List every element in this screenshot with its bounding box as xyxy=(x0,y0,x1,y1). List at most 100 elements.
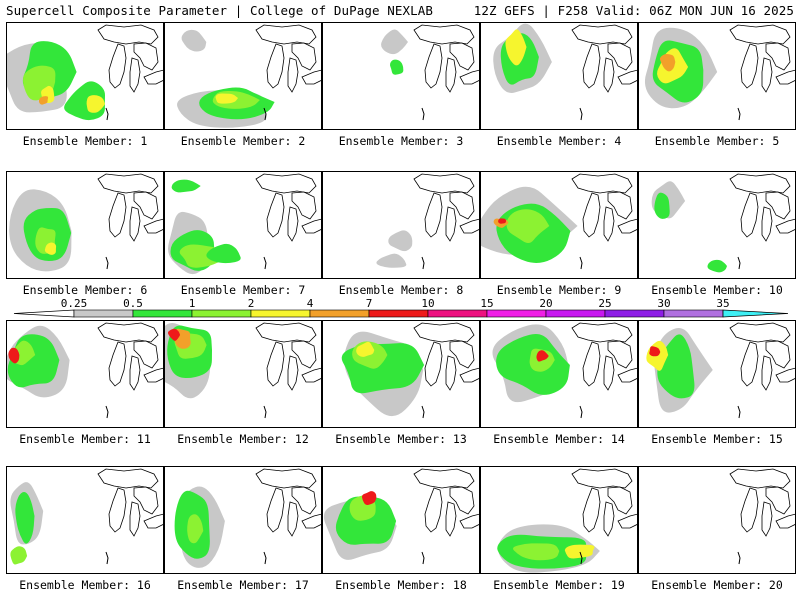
coastline-outline xyxy=(729,173,796,242)
scp-field xyxy=(492,324,570,403)
ensemble-member-map xyxy=(322,171,480,279)
ensemble-member-label: Ensemble Member: 3 xyxy=(338,134,464,148)
ensemble-member-label: Ensemble Member: 11 xyxy=(19,432,151,446)
coastline-outline xyxy=(97,24,164,93)
scp-field xyxy=(480,186,578,263)
ensemble-member-map xyxy=(638,22,796,130)
ensemble-member-map xyxy=(322,320,480,428)
ensemble-member-map xyxy=(164,171,322,279)
ensemble-member-label: Ensemble Member: 12 xyxy=(177,432,309,446)
scp-field xyxy=(168,179,241,275)
legend-tick-label: 20 xyxy=(539,297,552,310)
scp-field xyxy=(177,29,275,128)
scp-field xyxy=(9,189,72,272)
ensemble-member-label: Ensemble Member: 19 xyxy=(493,578,625,592)
ensemble-member-label: Ensemble Member: 5 xyxy=(654,134,780,148)
ensemble-member-label: Ensemble Member: 8 xyxy=(338,283,464,297)
ensemble-member-map xyxy=(6,320,164,428)
coastline-outline xyxy=(571,24,638,93)
coastline-outline xyxy=(729,24,796,93)
chart-title: Supercell Composite Parameter | College … xyxy=(6,3,434,18)
legend-tick-label: 7 xyxy=(366,297,373,310)
legend-color-bin xyxy=(486,309,547,318)
ensemble-member-label: Ensemble Member: 20 xyxy=(651,578,783,592)
ensemble-member-map xyxy=(322,466,480,574)
coastline-outline xyxy=(729,468,796,537)
ensemble-member-label: Ensemble Member: 14 xyxy=(493,432,625,446)
scp-field xyxy=(646,328,713,413)
ensemble-member-label: Ensemble Member: 16 xyxy=(19,578,151,592)
legend-tick-label: 1 xyxy=(189,297,196,310)
legend-color-bin xyxy=(368,309,429,318)
coastline-outline xyxy=(255,173,322,242)
scp-field xyxy=(6,325,70,398)
ensemble-member-map xyxy=(6,22,164,130)
legend-right-arrow xyxy=(722,309,789,318)
scp-field xyxy=(174,486,225,568)
ensemble-member-label: Ensemble Member: 10 xyxy=(651,283,783,297)
scp-field xyxy=(497,524,600,573)
ensemble-member-map xyxy=(638,171,796,279)
legend-color-bin xyxy=(191,309,252,318)
legend-color-bin xyxy=(309,309,370,318)
legend-color-bin xyxy=(132,309,193,318)
coastline-outline xyxy=(413,322,480,391)
legend-tick-label: 25 xyxy=(598,297,611,310)
ensemble-member-label: Ensemble Member: 4 xyxy=(496,134,622,148)
ensemble-member-map xyxy=(164,320,322,428)
ensemble-member-map xyxy=(6,466,164,574)
ensemble-member-label: Ensemble Member: 13 xyxy=(335,432,467,446)
ensemble-member-map xyxy=(6,171,164,279)
legend-color-bin xyxy=(250,309,311,318)
legend-color-bin xyxy=(545,309,606,318)
scp-field xyxy=(10,482,44,565)
coastline-outline xyxy=(729,322,796,391)
legend-tick-label: 2 xyxy=(248,297,255,310)
ensemble-member-label: Ensemble Member: 9 xyxy=(496,283,622,297)
coastline-outline xyxy=(255,24,322,93)
legend-left-arrow xyxy=(13,309,75,318)
legend-tick-label: 35 xyxy=(716,297,729,310)
ensemble-member-label: Ensemble Member: 18 xyxy=(335,578,467,592)
ensemble-member-map xyxy=(322,22,480,130)
coastline-outline xyxy=(97,468,164,537)
scp-field xyxy=(376,230,413,268)
scp-field xyxy=(651,181,727,273)
scp-field xyxy=(644,27,718,109)
legend-tick-label: 10 xyxy=(421,297,434,310)
coastline-outline xyxy=(413,173,480,242)
legend-color-bin xyxy=(604,309,665,318)
legend-tick-label: 0.25 xyxy=(61,297,88,310)
coastline-outline xyxy=(413,468,480,537)
ensemble-member-map xyxy=(164,466,322,574)
color-scale-legend: 0.25 0.5 1 2 4 7 10 15 20 25 30 35 xyxy=(13,297,789,318)
ensemble-member-map xyxy=(638,466,796,574)
coastline-outline xyxy=(255,322,322,391)
scp-field xyxy=(6,41,106,121)
ensemble-member-map xyxy=(480,171,638,279)
ensemble-member-map xyxy=(480,320,638,428)
ensemble-member-label: Ensemble Member: 6 xyxy=(22,283,148,297)
ensemble-member-map xyxy=(164,22,322,130)
ensemble-member-label: Ensemble Member: 2 xyxy=(180,134,306,148)
legend-tick-label: 0.5 xyxy=(123,297,143,310)
ensemble-member-map xyxy=(480,466,638,574)
ensemble-member-map xyxy=(638,320,796,428)
legend-color-bin xyxy=(73,309,134,318)
scp-field xyxy=(341,331,425,417)
coastline-outline xyxy=(571,322,638,391)
legend-color-bin xyxy=(427,309,488,318)
coastline-outline xyxy=(255,468,322,537)
scp-field xyxy=(164,323,212,399)
coastline-outline xyxy=(97,173,164,242)
scp-field xyxy=(493,23,552,93)
coastline-outline xyxy=(97,322,164,391)
coastline-outline xyxy=(571,173,638,242)
model-run-info: 12Z GEFS | F258 Valid: 06Z MON JUN 16 20… xyxy=(473,3,794,18)
ensemble-member-label: Ensemble Member: 17 xyxy=(177,578,309,592)
legend-tick-label: 15 xyxy=(480,297,493,310)
ensemble-member-label: Ensemble Member: 1 xyxy=(22,134,148,148)
ensemble-member-label: Ensemble Member: 15 xyxy=(651,432,783,446)
scp-field xyxy=(323,491,397,560)
coastline-outline xyxy=(571,468,638,537)
